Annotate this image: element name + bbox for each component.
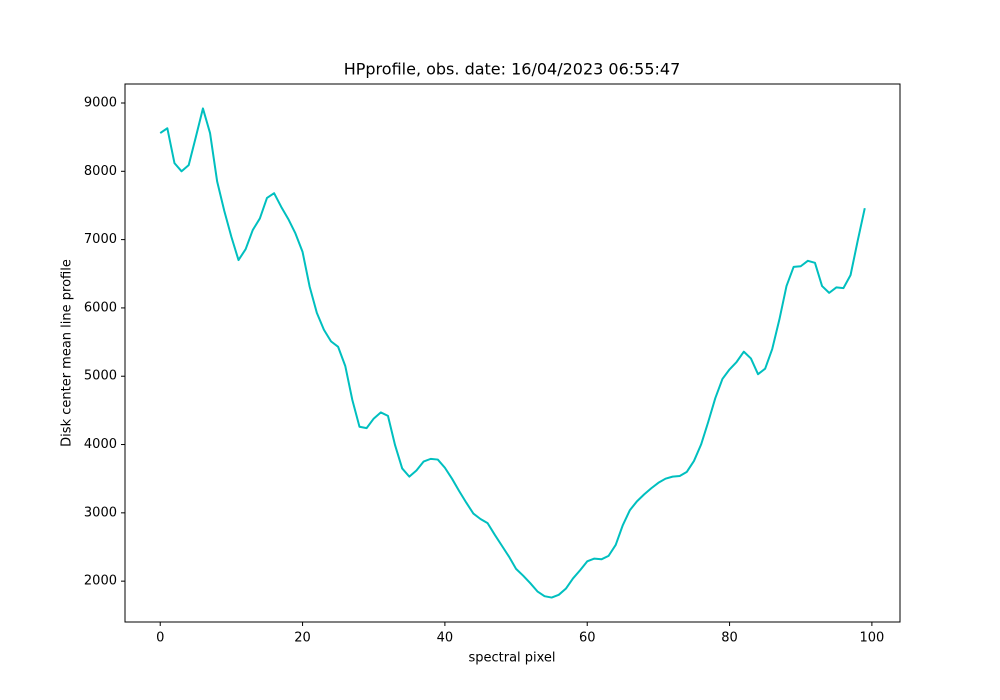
x-tick-label: 0 [156,631,164,646]
y-tick-label: 7000 [84,232,117,247]
chart-title: HPprofile, obs. date: 16/04/2023 06:55:4… [344,60,681,79]
x-tick-label: 100 [859,631,884,646]
y-tick-label: 6000 [84,300,117,315]
x-tick-label: 60 [579,631,596,646]
x-tick-label: 80 [721,631,738,646]
x-axis-label: spectral pixel [468,651,555,666]
x-tick-label: 20 [294,631,311,646]
y-tick-label: 8000 [84,164,117,179]
y-tick-label: 5000 [84,369,117,384]
y-axis-label: Disk center mean line profile [60,259,75,447]
data-line [159,107,866,599]
plot-frame [124,83,901,623]
y-tick-label: 3000 [84,505,117,520]
x-tick-label: 40 [437,631,454,646]
y-tick-label: 4000 [84,437,117,452]
y-tick-label: 2000 [84,574,117,589]
y-tick-label: 9000 [84,95,117,110]
